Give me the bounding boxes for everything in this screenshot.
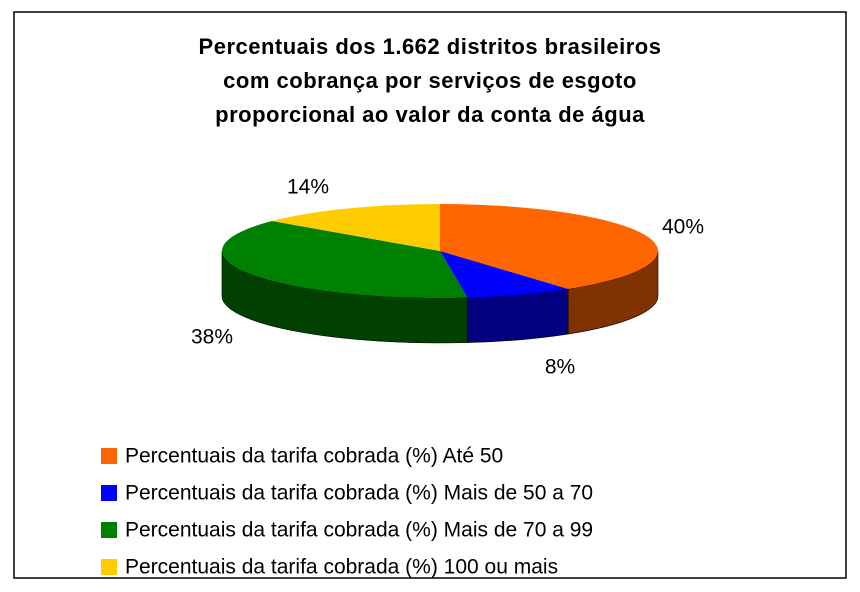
data-label: 38% — [191, 326, 233, 349]
legend-label: Percentuais da tarifa cobrada (%) Mais d… — [125, 482, 593, 505]
legend-label: Percentuais da tarifa cobrada (%) Até 50 — [125, 445, 503, 468]
legend-label: Percentuais da tarifa cobrada (%) 100 ou… — [125, 556, 558, 579]
chart-title: com cobrança por serviços de esgoto — [223, 68, 637, 93]
pie-slice — [272, 204, 440, 251]
legend-swatch — [101, 485, 117, 501]
pie-slice — [440, 204, 658, 290]
pie-slice — [222, 221, 468, 298]
legend-label: Percentuais da tarifa cobrada (%) Mais d… — [125, 519, 593, 542]
chart-title: Percentuais dos 1.662 distritos brasilei… — [199, 34, 662, 59]
pie-slice — [440, 251, 569, 298]
data-label: 40% — [662, 216, 704, 239]
legend-swatch — [101, 448, 117, 464]
data-label: 8% — [545, 356, 575, 379]
data-label: 14% — [287, 176, 329, 199]
legend-swatch — [101, 522, 117, 538]
legend-swatch — [101, 559, 117, 575]
chart-title: proporcional ao valor da conta de água — [215, 102, 645, 127]
